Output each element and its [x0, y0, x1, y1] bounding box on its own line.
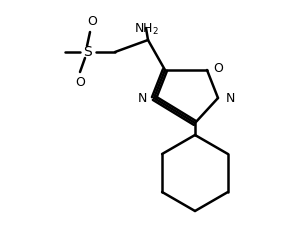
Text: N: N [225, 91, 235, 105]
Text: O: O [213, 61, 223, 74]
Text: N: N [137, 91, 147, 105]
Text: S: S [83, 45, 92, 59]
Text: NH$_2$: NH$_2$ [134, 22, 158, 37]
Text: O: O [75, 75, 85, 88]
Text: O: O [87, 15, 97, 28]
